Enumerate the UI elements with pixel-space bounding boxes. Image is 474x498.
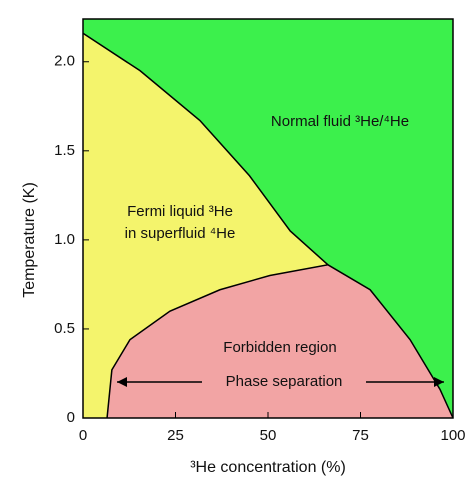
annotation: Forbidden region <box>223 339 336 356</box>
y-axis-label: Temperature (K) <box>21 182 38 298</box>
x-axis-label: ³He concentration (%) <box>190 459 346 476</box>
y-tick-label: 1.5 <box>54 142 75 159</box>
arrow-head <box>117 377 127 387</box>
annotation: Fermi liquid ³He <box>127 203 233 220</box>
annotation: Normal fluid ³He/⁴He <box>271 113 409 130</box>
x-tick-label: 100 <box>440 427 465 444</box>
annotation: in superfluid ⁴He <box>125 225 236 242</box>
x-tick-label: 50 <box>260 427 277 444</box>
y-tick-label: 2.0 <box>54 53 75 70</box>
y-tick-label: 1.0 <box>54 231 75 248</box>
forbidden-region <box>107 264 454 418</box>
regions <box>82 18 454 419</box>
x-tick-label: 75 <box>352 427 369 444</box>
lambda-line <box>82 32 329 266</box>
x-tick-label: 0 <box>79 427 87 444</box>
y-tick-label: 0.5 <box>54 320 75 337</box>
fermi-liquid-region <box>83 33 328 418</box>
phase-boundary <box>106 264 454 419</box>
arrow-head <box>434 377 444 387</box>
annotation: Phase separation <box>226 373 343 390</box>
y-tick-label: 0 <box>67 409 75 426</box>
x-tick-label: 25 <box>167 427 184 444</box>
